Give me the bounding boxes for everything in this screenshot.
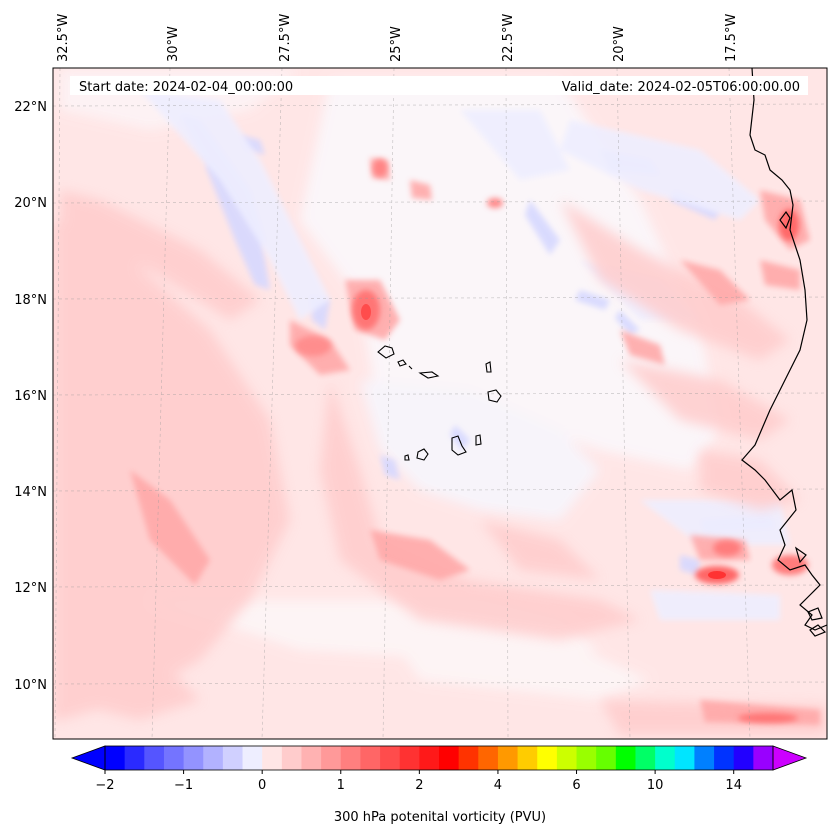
potential-vorticity-field — [53, 68, 827, 739]
colorbar-ticks: −2 −1 0 1 2 4 6 10 14 — [95, 770, 742, 793]
colorbar-cell — [596, 746, 617, 770]
start-date-text: Start date: 2024-02-04_00:00:00 — [79, 80, 293, 95]
colorbar-cell — [517, 746, 538, 770]
colorbar-cell — [753, 746, 774, 770]
lon-label-32-5w: 32.5°W — [56, 14, 71, 62]
colorbar-tick-label: 2 — [415, 778, 423, 793]
colorbar-cell — [694, 746, 715, 770]
colorbar-cell — [714, 746, 735, 770]
colorbar-tick-label: 1 — [337, 778, 345, 793]
colorbar-cell — [458, 746, 479, 770]
colorbar-extend-min — [70, 745, 106, 771]
date-banner — [70, 76, 808, 95]
colorbar-cell — [262, 746, 283, 770]
colorbar-cell — [321, 746, 342, 770]
colorbar-cell — [655, 746, 676, 770]
colorbar-tick-label: −1 — [174, 778, 193, 793]
colorbar: −2 −1 0 1 2 4 6 10 14 300 hPa potenital vorticit… — [70, 745, 808, 825]
map-frame — [52, 67, 828, 740]
colorbar-tick-label: 0 — [258, 778, 266, 793]
lat-label-14n: 14°N — [14, 485, 47, 500]
lon-label-17-5w: 17.5°W — [724, 14, 739, 62]
lat-label-20n: 20°N — [14, 196, 47, 211]
colorbar-cell — [380, 746, 401, 770]
colorbar-cell — [439, 746, 460, 770]
colorbar-cell — [222, 746, 243, 770]
colorbar-cell — [281, 746, 302, 770]
colorbar-cell — [340, 746, 361, 770]
colorbar-cell — [556, 746, 577, 770]
lat-label-12n: 12°N — [14, 581, 47, 596]
lat-label-10n: 10°N — [14, 678, 47, 693]
colorbar-tick-label: 6 — [572, 778, 580, 793]
colorbar-cell — [497, 746, 518, 770]
latitude-labels: 22°N 20°N 18°N 16°N 14°N 12°N 10°N — [14, 100, 47, 693]
colorbar-tick-label: 4 — [494, 778, 502, 793]
colorbar-cell — [105, 746, 126, 770]
colorbar-tick-label: 14 — [725, 778, 742, 793]
lat-label-22n: 22°N — [14, 100, 47, 115]
gridlines — [53, 68, 827, 739]
lon-label-20w: 20°W — [612, 26, 627, 62]
lat-label-16n: 16°N — [14, 389, 47, 404]
colorbar-cell — [163, 746, 184, 770]
longitude-labels: 32.5°W 30°W 27.5°W 25°W 22.5°W 20°W 17.5… — [56, 14, 739, 62]
colorbar-cell — [399, 746, 420, 770]
colorbar-cell — [124, 746, 145, 770]
colorbar-tick-label: 10 — [647, 778, 664, 793]
colorbar-cell — [144, 746, 165, 770]
colorbar-cell — [635, 746, 656, 770]
lon-label-30w: 30°W — [166, 26, 181, 62]
colorbar-label: 300 hPa potenital vorticity (PVU) — [334, 810, 546, 825]
lon-label-22-5w: 22.5°W — [501, 14, 516, 62]
colorbar-cells — [105, 746, 774, 770]
lat-label-18n: 18°N — [14, 293, 47, 308]
colorbar-tick-label: −2 — [95, 778, 114, 793]
valid-date-text: Valid_date: 2024-02-05T06:00:00.00 — [562, 80, 800, 95]
lon-label-27-5w: 27.5°W — [278, 14, 293, 62]
coastlines — [741, 68, 827, 637]
colorbar-cell — [203, 746, 224, 770]
colorbar-cell — [242, 746, 263, 770]
colorbar-cell — [478, 746, 499, 770]
colorbar-cell — [733, 746, 754, 770]
colorbar-cell — [615, 746, 636, 770]
colorbar-cell — [537, 746, 558, 770]
colorbar-cell — [360, 746, 381, 770]
colorbar-cell — [674, 746, 695, 770]
cape-verde-islands — [377, 345, 502, 461]
colorbar-cell — [576, 746, 597, 770]
colorbar-cell — [301, 746, 322, 770]
colorbar-cell — [419, 746, 440, 770]
colorbar-extend-max — [772, 745, 808, 771]
colorbar-cell — [183, 746, 204, 770]
lon-label-25w: 25°W — [389, 26, 404, 62]
